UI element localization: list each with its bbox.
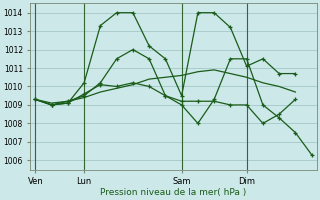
X-axis label: Pression niveau de la mer( hPa ): Pression niveau de la mer( hPa ) <box>100 188 247 197</box>
